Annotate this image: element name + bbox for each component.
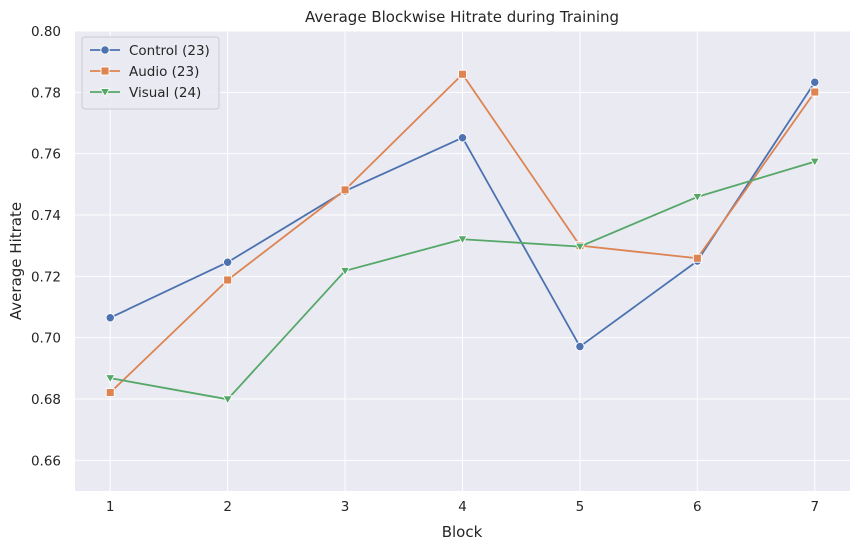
series-3 (104, 157, 821, 405)
data-point (457, 235, 468, 245)
series-layer (104, 69, 821, 405)
data-point (104, 374, 116, 384)
y-axis-ticks: 0.66 0.68 0.70 0.72 0.74 0.76 0.78 0.80 (31, 24, 61, 469)
legend-box (81, 36, 220, 110)
data-point (222, 395, 234, 405)
data-point (457, 133, 468, 143)
y-tick-label: 0.74 (31, 208, 61, 224)
chart-title: Average Blockwise Hitrate during Trainin… (305, 8, 619, 26)
data-point (458, 69, 467, 79)
y-tick-label: 0.72 (31, 269, 61, 285)
legend: Control (23) Audio (23) Visual (24) (81, 36, 220, 110)
x-tick-label: 4 (458, 499, 467, 515)
legend-item: Control (23) (90, 43, 210, 59)
x-axis-ticks: 1 2 3 4 5 6 7 (106, 499, 819, 515)
x-tick-label: 6 (693, 499, 702, 515)
data-point (810, 87, 820, 97)
data-point (105, 388, 115, 398)
legend-marker (100, 66, 110, 76)
data-point (105, 313, 115, 323)
y-axis-label: Average Hitrate (7, 202, 25, 320)
data-point (574, 242, 586, 252)
y-tick-label: 0.70 (31, 331, 61, 347)
x-tick-label: 5 (576, 499, 585, 515)
y-tick-label: 0.80 (31, 24, 61, 40)
data-point (692, 253, 702, 263)
y-tick-label: 0.76 (31, 147, 61, 163)
legend-item: Audio (23) (90, 64, 199, 80)
legend-label: Visual (24) (129, 85, 201, 101)
data-point (339, 266, 351, 277)
legend-marker (99, 88, 111, 98)
legend-label: Audio (23) (129, 64, 199, 80)
y-tick-label: 0.68 (31, 392, 61, 408)
legend-item: Visual (24) (90, 85, 201, 101)
data-point (809, 157, 821, 167)
legend-label: Control (23) (129, 43, 210, 59)
y-tick-label: 0.66 (31, 453, 61, 469)
grid-lines (75, 30, 850, 491)
data-point (575, 341, 585, 352)
x-tick-label: 7 (810, 499, 819, 515)
x-tick-label: 3 (341, 499, 350, 515)
data-point (340, 185, 350, 195)
data-point (223, 257, 233, 267)
data-point (691, 193, 703, 203)
legend-marker (100, 45, 110, 55)
x-axis-label: Block (442, 523, 483, 541)
x-tick-label: 2 (223, 499, 232, 515)
data-point (223, 275, 233, 285)
data-point (810, 77, 820, 87)
x-tick-label: 1 (106, 499, 115, 515)
y-tick-label: 0.78 (31, 85, 61, 101)
